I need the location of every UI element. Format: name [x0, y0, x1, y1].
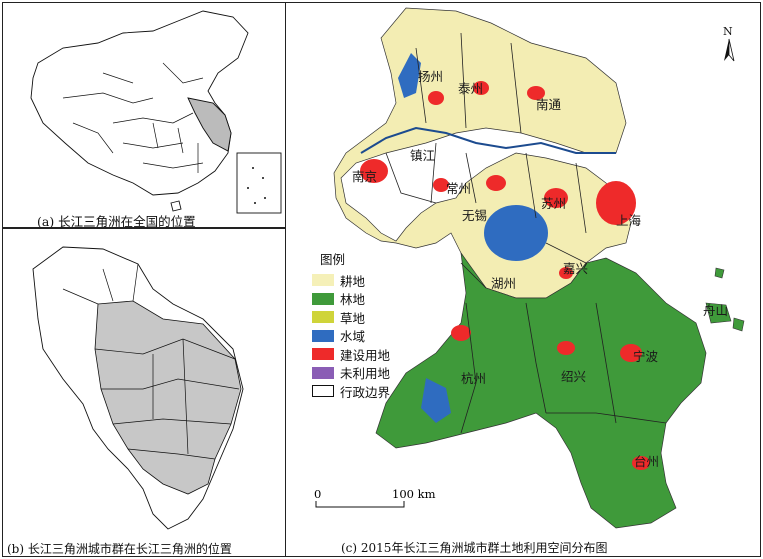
map-legend: 图例 耕地 林地 草地 水域 建设用地 未利用地 行政边界: [312, 249, 390, 401]
scale-max: 100 km: [392, 487, 436, 501]
grassland-swatch: [312, 311, 334, 324]
qiandao-lake: [421, 378, 451, 423]
city-label-ningbo: 宁波: [633, 349, 659, 364]
zhoushan-islands: [705, 267, 745, 332]
builtup-swatch: [312, 348, 334, 361]
city-label-zhoushan: 舟山: [703, 303, 728, 318]
legend-item-grassland: 草地: [312, 308, 390, 327]
ytd-map: [32, 246, 244, 530]
city-label-zhenjiang: 镇江: [410, 148, 435, 163]
farmland-swatch: [312, 274, 334, 287]
urban-agglomeration-highlight: [94, 300, 242, 495]
city-label-huzhou: 湖州: [491, 276, 516, 291]
city-label-yangzhou: 扬州: [418, 69, 443, 84]
city-label-taizhou-js: 泰州: [458, 81, 483, 96]
forest-region: [375, 252, 707, 529]
city-label-shanghai: 上海: [616, 213, 642, 228]
city-labels: 扬州 泰州 南通 镇江 南京 常州 无锡 苏州 上海 嘉兴 湖州 舟山 杭州 绍…: [352, 69, 728, 469]
panel-land-use-map: 扬州 泰州 南通 镇江 南京 常州 无锡 苏州 上海 嘉兴 湖州 舟山 杭州 绍…: [285, 2, 761, 557]
panel-b-caption: (b) 长江三角洲城市群在长江三角洲的位置: [7, 542, 232, 556]
admin-boundaries: [385, 32, 667, 434]
city-label-wuxi: 无锡: [462, 208, 487, 223]
yangtze-river: [360, 126, 616, 154]
north-arrow-icon: N: [723, 25, 735, 62]
legend-item-unused: 未利用地: [312, 364, 390, 383]
city-label-suzhou: 苏州: [541, 196, 566, 211]
panel-ytd-location: (b) 长江三角洲城市群在长江三角洲的位置: [2, 228, 286, 557]
scale-bar: 0 100 km: [314, 487, 444, 511]
panel-china-location: (a) 长江三角洲在全国的位置: [2, 2, 286, 228]
legend-item-forest: 林地: [312, 290, 390, 309]
panel-a-caption: (a) 长江三角洲在全国的位置: [37, 214, 196, 228]
land-use-map: 扬州 泰州 南通 镇江 南京 常州 无锡 苏州 上海 嘉兴 湖州 舟山 杭州 绍…: [333, 7, 745, 529]
north-label: N: [723, 25, 733, 38]
china-map: [30, 10, 282, 214]
china-outline: [30, 10, 249, 196]
built-up-areas: [360, 81, 650, 470]
city-label-nantong: 南通: [536, 97, 562, 112]
unused-swatch: [312, 366, 334, 379]
legend-title: 图例: [320, 252, 346, 267]
city-label-hangzhou: 杭州: [461, 371, 486, 386]
legend-item-builtup: 建设用地: [312, 345, 390, 364]
city-label-taizhou-zj: 台州: [634, 454, 659, 469]
south-china-sea-inset: [236, 152, 282, 214]
city-label-shaoxing: 绍兴: [561, 369, 586, 384]
taihu-lake: [484, 205, 548, 261]
city-label-jiaxing: 嘉兴: [563, 261, 588, 276]
legend-item-boundary: 行政边界: [312, 382, 390, 401]
water-swatch: [312, 329, 334, 342]
ytd-highlight: [187, 97, 232, 152]
scale-zero: 0: [314, 487, 322, 501]
city-label-changzhou: 常州: [446, 181, 471, 196]
legend-item-farmland: 耕地: [312, 271, 390, 290]
forest-swatch: [312, 292, 334, 305]
panel-c-caption: (c) 2015年长江三角洲城市群土地利用空间分布图: [341, 541, 608, 555]
legend-item-water: 水域: [312, 327, 390, 346]
city-label-nanjing: 南京: [352, 169, 377, 184]
boundary-swatch: [312, 385, 334, 398]
gaoyou-lake: [398, 53, 421, 98]
